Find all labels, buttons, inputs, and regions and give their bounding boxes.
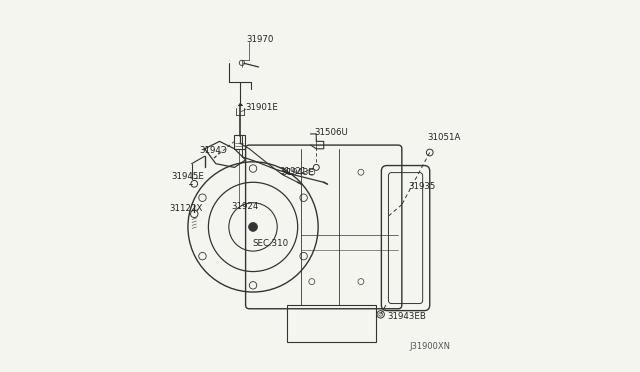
Text: 31901E: 31901E [246,103,278,112]
Text: 31122X: 31122X [170,204,203,213]
Text: 31924: 31924 [232,202,259,211]
Text: 31921: 31921 [279,167,307,176]
Bar [234,135,245,149]
Text: 31051A: 31051A [428,133,461,142]
Text: 3194Ɔ: 3194Ɔ [199,146,227,155]
Circle shape [248,222,257,231]
Text: 31506U: 31506U [314,128,348,137]
Bar [287,305,376,342]
Text: 31943EB: 31943EB [387,312,426,321]
Text: J31900XN: J31900XN [410,342,451,351]
Text: SEC.310: SEC.310 [252,239,289,248]
Text: 31970: 31970 [246,35,274,44]
Text: 31935: 31935 [408,182,436,190]
Text: 31943E: 31943E [281,169,314,177]
Text: 31945E: 31945E [172,172,204,181]
